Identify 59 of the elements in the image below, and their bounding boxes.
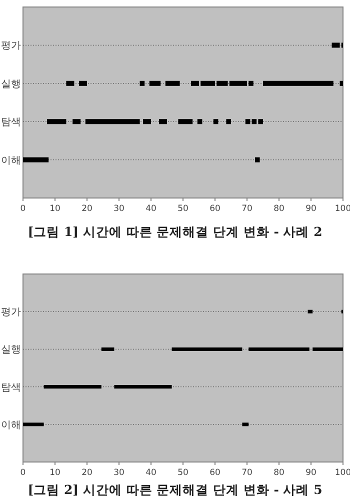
x-tick-label: 50 <box>178 204 188 214</box>
y-tick-label: 평가 <box>1 307 21 318</box>
bar <box>140 80 145 86</box>
x-tick-label: 80 <box>274 468 284 478</box>
bar <box>72 119 81 124</box>
x-tick-label: 70 <box>242 204 252 214</box>
x-tick-label: 50 <box>178 468 188 478</box>
x-tick-label: 40 <box>146 468 156 478</box>
bar <box>44 385 102 389</box>
bar <box>114 385 172 389</box>
x-tick-label: 10 <box>50 204 60 214</box>
x-tick-label: 20 <box>82 204 92 214</box>
x-tick-label: 40 <box>146 204 156 214</box>
bar <box>66 80 74 86</box>
bar <box>159 119 167 124</box>
bar <box>248 347 310 351</box>
y-tick-label: 실행 <box>1 344 21 356</box>
bar <box>178 119 193 124</box>
x-tick-label: 30 <box>114 204 124 214</box>
bar <box>332 42 340 48</box>
bar <box>149 80 161 86</box>
y-tick-label: 평가 <box>1 40 21 52</box>
bar <box>308 310 313 314</box>
bar <box>101 347 114 351</box>
x-tick-label: 90 <box>306 468 316 478</box>
x-tick-label: 0 <box>20 468 26 478</box>
bar <box>197 119 202 124</box>
text: [그림 2] 시간에 따른 문제해결 단계 변화 - 사례 5 <box>28 482 322 497</box>
bar <box>85 119 140 124</box>
text: [그림 1] 시간에 따른 문제해결 단계 변화 - 사례 2 <box>28 224 322 239</box>
x-tick-label: 10 <box>50 468 60 478</box>
bar <box>213 119 218 124</box>
bar <box>165 80 180 86</box>
bar <box>312 347 343 351</box>
bar <box>23 157 49 162</box>
bar <box>143 119 151 124</box>
bar <box>47 119 66 124</box>
bar <box>340 80 343 86</box>
bar <box>245 119 250 124</box>
bar <box>172 347 242 351</box>
x-tick-label: 30 <box>114 468 124 478</box>
y-tick-label: 탐색 <box>1 117 21 128</box>
y-tick-label: 탐색 <box>1 382 21 394</box>
bar <box>255 157 260 162</box>
bar <box>226 119 231 124</box>
x-tick-label: 0 <box>20 204 26 214</box>
bar <box>23 422 44 426</box>
x-tick-label: 60 <box>210 468 220 478</box>
bar <box>263 80 334 86</box>
bar <box>242 422 249 426</box>
y-tick-label: 이해 <box>1 155 21 166</box>
x-tick-label: 80 <box>274 204 284 214</box>
x-tick-label: 90 <box>306 204 316 214</box>
bar <box>79 80 87 86</box>
x-tick-label: 20 <box>82 468 92 478</box>
x-tick-label: 70 <box>242 468 252 478</box>
y-tick-label: 실행 <box>1 78 21 90</box>
x-tick-label: 60 <box>210 204 220 214</box>
y-tick-label: 이해 <box>1 420 21 431</box>
